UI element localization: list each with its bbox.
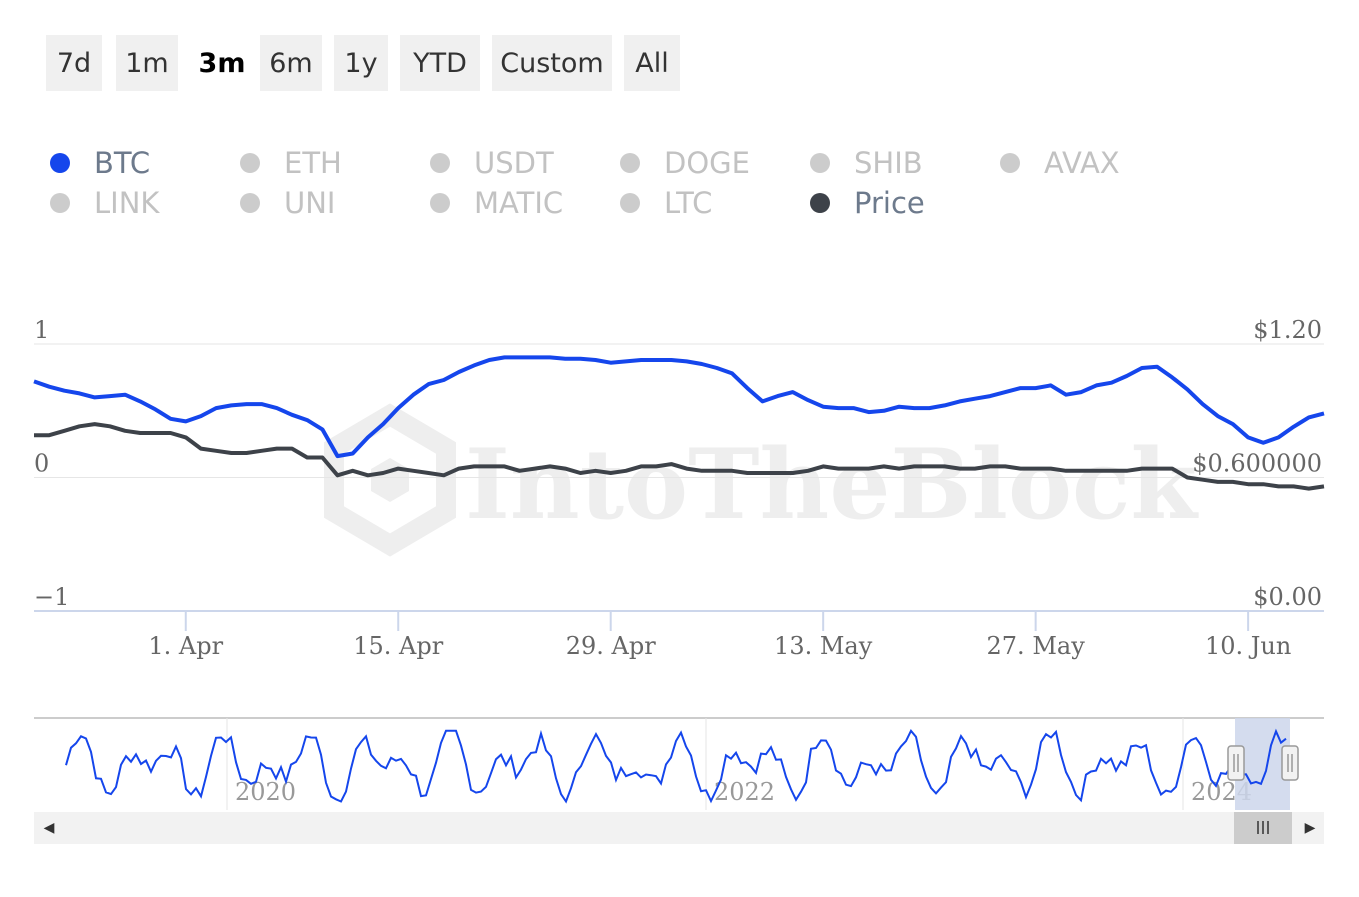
legend-dot-icon: [240, 153, 260, 173]
navigator-handle-icon[interactable]: [1227, 745, 1245, 781]
legend-label: MATIC: [474, 186, 564, 220]
x-tick-label: 1. Apr: [148, 632, 223, 660]
legend: BTC ETH USDT DOGE SHIB AVAX LINK UNI MATIC LTC Pri…: [50, 140, 1150, 230]
y-left-tick-label: 1: [34, 316, 49, 344]
legend-item-matic[interactable]: MATIC: [430, 185, 563, 221]
legend-dot-icon: [430, 193, 450, 213]
range-button-all[interactable]: All: [624, 35, 680, 91]
legend-item-ltc[interactable]: LTC: [620, 185, 712, 221]
legend-item-uni[interactable]: UNI: [240, 185, 335, 221]
legend-label: SHIB: [854, 146, 923, 180]
legend-label: USDT: [474, 146, 554, 180]
navigator-handle-icon[interactable]: [1281, 745, 1299, 781]
navigator-year-label: 2022: [714, 778, 775, 806]
legend-item-eth[interactable]: ETH: [240, 145, 342, 181]
legend-item-usdt[interactable]: USDT: [430, 145, 554, 181]
legend-item-doge[interactable]: DOGE: [620, 145, 750, 181]
range-button-6m[interactable]: 6m: [260, 35, 322, 91]
range-button-ytd[interactable]: YTD: [400, 35, 480, 91]
series-line-btc[interactable]: [33, 355, 1325, 459]
legend-dot-icon: [430, 153, 450, 173]
x-tick-label: 29. Apr: [566, 632, 656, 660]
intotheblock-watermark-logo: IntoTheBlock: [324, 403, 1199, 557]
legend-item-shib[interactable]: SHIB: [810, 145, 923, 181]
series: [33, 355, 1325, 491]
legend-label: DOGE: [664, 146, 750, 180]
legend-dot-icon: [810, 193, 830, 213]
legend-label: LTC: [664, 186, 713, 220]
range-button-7d[interactable]: 7d: [46, 35, 102, 91]
axes: 1 0 −1 $1.20 $0.600000 $0.00 1. Apr 15. Apr 29. …: [34, 316, 1322, 660]
x-tick-label: 27. May: [987, 632, 1086, 660]
legend-dot-icon: [50, 193, 70, 213]
legend-dot-icon: [810, 153, 830, 173]
x-tick-label: 15. Apr: [353, 632, 443, 660]
scrollbar-track[interactable]: [34, 812, 1324, 844]
range-button-1y[interactable]: 1y: [334, 35, 388, 91]
legend-dot-icon: [50, 153, 70, 173]
legend-item-avax[interactable]: AVAX: [1000, 145, 1120, 181]
scroll-left-arrow[interactable]: ◀: [43, 820, 55, 836]
legend-dot-icon: [620, 153, 640, 173]
legend-label: BTC: [94, 146, 151, 180]
navigator[interactable]: 2020 2022 2024: [34, 717, 1324, 844]
y-left-tick-label: 0: [34, 450, 49, 478]
series-line-price[interactable]: [34, 422, 1325, 491]
x-tick-label: 10. Jun: [1205, 632, 1291, 660]
legend-item-price[interactable]: Price: [810, 185, 925, 221]
range-button-3m[interactable]: 3m: [188, 35, 256, 91]
range-button-custom[interactable]: Custom: [492, 35, 612, 91]
legend-label: UNI: [284, 186, 336, 220]
y-right-tick-label: $1.20: [1253, 316, 1322, 344]
grid: [34, 343, 1324, 612]
navigator-sparkline: [65, 728, 1287, 804]
y-left-tick-label: −1: [34, 583, 69, 611]
legend-item-btc[interactable]: BTC: [50, 145, 150, 181]
range-button-1m[interactable]: 1m: [116, 35, 178, 91]
x-tick-label: 13. May: [774, 632, 873, 660]
legend-item-link[interactable]: LINK: [50, 185, 159, 221]
legend-dot-icon: [620, 193, 640, 213]
y-right-tick-label: $0.600000: [1192, 450, 1322, 478]
legend-label: AVAX: [1044, 146, 1120, 180]
watermark-text: IntoTheBlock: [465, 428, 1199, 541]
legend-label: Price: [854, 186, 925, 220]
legend-dot-icon: [240, 193, 260, 213]
navigator-year-label: 2020: [235, 778, 296, 806]
legend-label: LINK: [94, 186, 160, 220]
y-right-tick-label: $0.00: [1253, 583, 1322, 611]
legend-label: ETH: [284, 146, 342, 180]
legend-dot-icon: [1000, 153, 1020, 173]
scrollbar-grip-icon: [1257, 821, 1269, 834]
scroll-right-arrow[interactable]: ▶: [1304, 820, 1316, 836]
